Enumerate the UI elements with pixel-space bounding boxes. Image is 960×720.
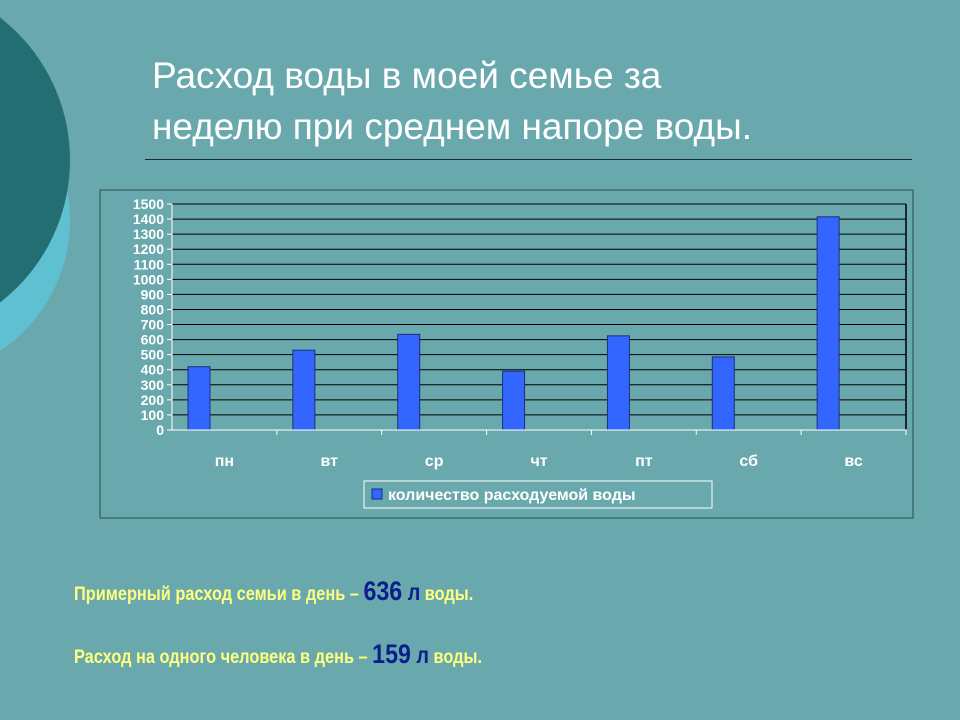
- x-axis-tick-labels: пн вт ср чт пт сб вс: [215, 430, 907, 470]
- note-1-suffix: воды.: [420, 584, 474, 605]
- x-tick-label: вс: [844, 453, 862, 470]
- y-tick-label: 600: [141, 332, 165, 348]
- title-line-2: неделю при среднем напоре воды.: [152, 106, 753, 147]
- y-axis-tick-labels: 0100200300400500600700800900100011001200…: [133, 196, 172, 438]
- title-line-1: Расход воды в моей семье за: [152, 55, 662, 96]
- title-underline: [145, 159, 912, 160]
- y-tick-label: 1100: [134, 256, 165, 272]
- x-tick-label: пн: [215, 453, 234, 470]
- x-tick-label: ср: [425, 453, 444, 470]
- bar: [711, 356, 735, 431]
- note-1-prefix: Примерный расход семьи в день –: [74, 584, 364, 605]
- note-2-unit: л: [410, 642, 430, 668]
- y-tick-label: 200: [141, 392, 165, 408]
- y-tick-label: 1200: [133, 241, 164, 257]
- note-1-value: 636: [363, 576, 403, 606]
- note-2-value: 159: [372, 639, 411, 669]
- note-2-prefix: Расход на одного человека в день –: [74, 647, 373, 668]
- bar: [606, 335, 630, 431]
- bar: [397, 333, 421, 431]
- y-tick-label: 900: [141, 286, 165, 302]
- y-tick-label: 0: [156, 422, 164, 438]
- bar: [292, 349, 316, 431]
- note-2-suffix: воды.: [429, 647, 483, 668]
- slide-decoration: [0, 17, 70, 352]
- bars: [187, 216, 840, 431]
- note-1-unit: л: [402, 579, 421, 605]
- y-tick-label: 700: [141, 317, 165, 333]
- daily-family-usage-note: Примерный расход семьи в день – 636 л во…: [74, 576, 473, 607]
- y-tick-label: 1500: [133, 196, 164, 212]
- y-tick-label: 800: [141, 301, 165, 317]
- y-tick-label: 400: [141, 362, 165, 378]
- y-tick-label: 300: [141, 377, 165, 393]
- legend-box: [363, 480, 713, 509]
- x-tick-label: сб: [739, 453, 758, 470]
- plot-area: [172, 204, 907, 430]
- bar: [187, 366, 211, 431]
- y-tick-label: 100: [141, 407, 165, 423]
- dark-circle-shape: [0, 17, 70, 303]
- bar: [816, 216, 840, 431]
- x-tick-label: чт: [530, 453, 547, 470]
- legend: количество расходуемой воды: [363, 480, 713, 509]
- y-tick-label: 1400: [133, 211, 164, 227]
- y-tick-label: 1000: [133, 271, 164, 287]
- per-person-usage-note: Расход на одного человека в день – 159 л…: [74, 639, 482, 670]
- x-tick-label: пт: [635, 453, 653, 470]
- slide-title: Расход воды в моей семье за неделю при с…: [152, 50, 912, 152]
- legend-swatch: [371, 488, 383, 500]
- legend-label: количество расходуемой воды: [388, 487, 636, 504]
- y-tick-label: 1300: [133, 226, 164, 242]
- x-tick-label: вт: [321, 453, 339, 470]
- water-usage-chart: 0100200300400500600700800900100011001200…: [99, 189, 914, 519]
- bar: [502, 370, 526, 431]
- y-tick-label: 500: [141, 347, 165, 363]
